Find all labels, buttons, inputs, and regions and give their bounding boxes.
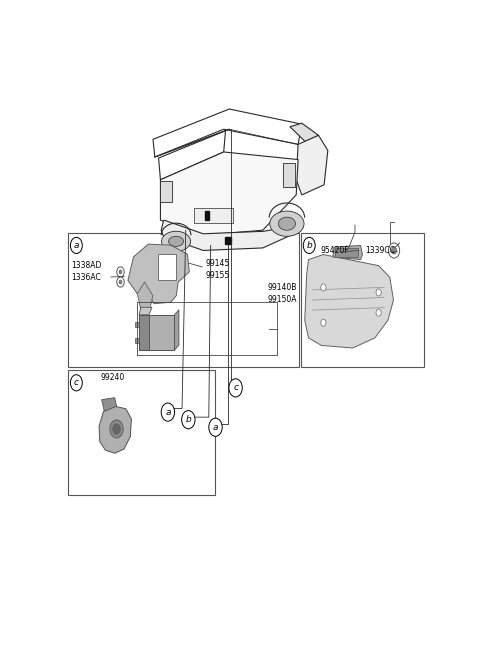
Circle shape xyxy=(376,309,381,316)
Circle shape xyxy=(321,284,326,291)
Circle shape xyxy=(303,237,315,253)
Polygon shape xyxy=(160,152,298,236)
Circle shape xyxy=(181,411,195,429)
Text: c: c xyxy=(233,383,238,392)
Bar xyxy=(139,315,174,350)
Ellipse shape xyxy=(162,232,191,251)
Ellipse shape xyxy=(168,236,183,247)
Circle shape xyxy=(117,267,124,277)
Text: 95420F: 95420F xyxy=(321,246,349,255)
Polygon shape xyxy=(290,123,319,142)
Bar xyxy=(160,181,172,203)
Bar xyxy=(301,233,424,367)
Text: b: b xyxy=(306,241,312,250)
Circle shape xyxy=(119,270,122,274)
Bar xyxy=(134,323,139,327)
Circle shape xyxy=(388,243,400,258)
Polygon shape xyxy=(99,406,132,453)
Text: a: a xyxy=(165,407,170,417)
Circle shape xyxy=(71,375,83,391)
Circle shape xyxy=(392,247,396,254)
Ellipse shape xyxy=(270,211,304,236)
Ellipse shape xyxy=(278,217,296,230)
Text: b: b xyxy=(185,415,191,424)
Polygon shape xyxy=(128,244,189,304)
Polygon shape xyxy=(333,245,362,260)
Circle shape xyxy=(161,403,175,421)
Polygon shape xyxy=(139,307,152,315)
Circle shape xyxy=(113,424,120,434)
Text: 99140B
99150A: 99140B 99150A xyxy=(267,283,297,304)
Polygon shape xyxy=(296,135,328,195)
Circle shape xyxy=(117,277,124,287)
Text: 1338AD
1336AC: 1338AD 1336AC xyxy=(71,261,102,282)
Text: 1339CC: 1339CC xyxy=(365,246,395,255)
Circle shape xyxy=(209,418,222,436)
Bar xyxy=(335,248,358,257)
Circle shape xyxy=(119,280,122,284)
Bar xyxy=(205,211,209,220)
Bar xyxy=(225,237,231,245)
Polygon shape xyxy=(137,282,153,312)
Polygon shape xyxy=(158,255,176,279)
Bar xyxy=(139,315,149,350)
Text: c: c xyxy=(74,379,79,387)
Text: a: a xyxy=(213,422,218,432)
Bar xyxy=(283,163,295,188)
Text: a: a xyxy=(73,241,79,250)
Circle shape xyxy=(229,379,242,397)
Polygon shape xyxy=(305,255,394,348)
Circle shape xyxy=(110,420,123,438)
Circle shape xyxy=(71,237,83,253)
Bar xyxy=(134,338,139,342)
Bar xyxy=(194,207,233,222)
Polygon shape xyxy=(174,310,179,350)
Text: 99145
99155: 99145 99155 xyxy=(205,259,229,280)
Polygon shape xyxy=(102,398,117,411)
Polygon shape xyxy=(161,220,298,251)
Text: 99240: 99240 xyxy=(101,373,125,382)
Bar xyxy=(68,233,299,367)
Circle shape xyxy=(321,319,326,326)
Circle shape xyxy=(376,289,381,296)
Bar xyxy=(68,370,215,495)
